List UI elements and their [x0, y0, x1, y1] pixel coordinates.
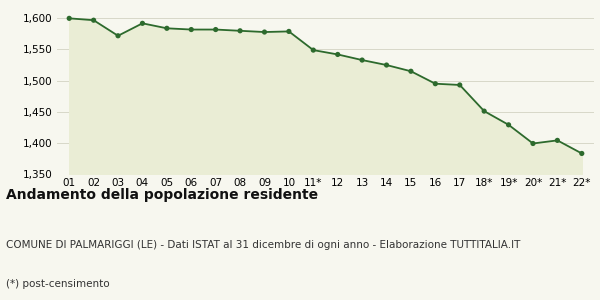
Point — [358, 58, 367, 62]
Point — [431, 81, 440, 86]
Point — [333, 52, 343, 57]
Point — [64, 16, 74, 21]
Point — [235, 28, 245, 33]
Point — [479, 109, 489, 113]
Point — [553, 138, 562, 143]
Text: Andamento della popolazione residente: Andamento della popolazione residente — [6, 188, 318, 202]
Point — [382, 63, 391, 68]
Text: COMUNE DI PALMARIGGI (LE) - Dati ISTAT al 31 dicembre di ogni anno - Elaborazion: COMUNE DI PALMARIGGI (LE) - Dati ISTAT a… — [6, 240, 520, 250]
Text: (*) post-censimento: (*) post-censimento — [6, 279, 110, 289]
Point — [89, 18, 98, 22]
Point — [308, 48, 318, 52]
Point — [406, 69, 416, 74]
Point — [455, 82, 464, 87]
Point — [260, 30, 269, 34]
Point — [577, 151, 587, 156]
Point — [113, 33, 123, 38]
Point — [504, 122, 514, 127]
Point — [211, 27, 220, 32]
Point — [162, 26, 172, 31]
Point — [284, 29, 293, 34]
Point — [137, 21, 147, 26]
Point — [187, 27, 196, 32]
Point — [528, 141, 538, 146]
